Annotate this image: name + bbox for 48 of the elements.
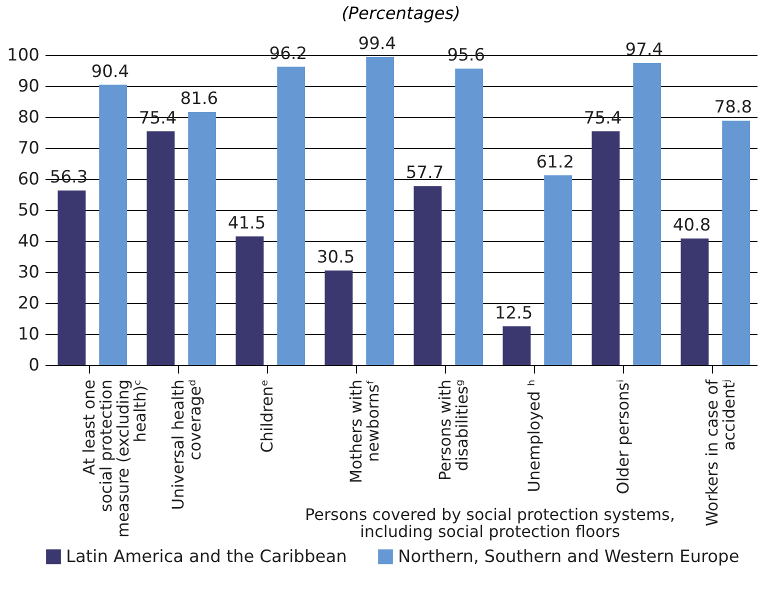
data-label: 40.8	[672, 216, 711, 236]
y-tick-label: 60	[18, 170, 40, 190]
data-label: 57.7	[406, 163, 444, 184]
bar	[146, 131, 175, 365]
data-label: 99.4	[358, 34, 396, 54]
bar	[544, 175, 572, 365]
bar	[188, 112, 216, 365]
legend-label: Latin America and the Caribbean	[66, 546, 347, 567]
bar	[455, 68, 484, 365]
data-label: 81.6	[180, 89, 218, 110]
data-label: 41.5	[228, 213, 266, 234]
bar	[680, 238, 709, 365]
y-tick-label: 40	[18, 232, 40, 252]
data-label: 78.8	[714, 98, 752, 118]
bar	[592, 131, 620, 365]
y-tick-label: 100	[7, 46, 40, 66]
x-tick-label: At least one social protection measure (excluding health)ᶜ	[80, 380, 150, 538]
x-tick-label: Unemployed ʰ	[524, 380, 544, 492]
bar	[633, 63, 662, 365]
bar	[236, 236, 264, 365]
data-label: 61.2	[536, 152, 574, 172]
bar	[324, 270, 353, 365]
y-tick-label: 70	[18, 138, 40, 158]
text: Persons covered by social protection systems, including social protection floors	[305, 505, 675, 541]
y-tick-label: 20	[18, 294, 40, 314]
y-tick-label: 0	[28, 356, 40, 376]
y-tick-label: 90	[18, 76, 40, 96]
bar	[502, 326, 531, 365]
y-tick-label: 30	[18, 262, 40, 282]
data-label: 90.4	[91, 62, 130, 82]
data-label: 30.5	[316, 247, 355, 268]
data-label: 97.4	[625, 40, 664, 60]
bar	[414, 186, 442, 365]
bar	[277, 66, 306, 365]
legend-label: Northern, Southern and Western Europe	[398, 546, 740, 567]
x-tick-label: Workers in case of accidentʲ	[702, 379, 738, 526]
bar	[58, 190, 86, 365]
y-tick-label: 80	[18, 108, 40, 128]
bar	[366, 56, 394, 365]
x-tick-label: Childrenᵉ	[258, 380, 276, 453]
data-label: 12.5	[494, 303, 533, 324]
y-tick-label: 50	[18, 200, 40, 220]
chart-subtitle: (Percentages)	[342, 4, 460, 24]
x-tick-label: Mothers with newbornsᶠ	[346, 380, 382, 484]
y-tick-label: 10	[18, 324, 40, 344]
x-tick-label: Older personsⁱ	[614, 380, 632, 494]
bar	[722, 120, 750, 365]
bar	[99, 84, 128, 365]
